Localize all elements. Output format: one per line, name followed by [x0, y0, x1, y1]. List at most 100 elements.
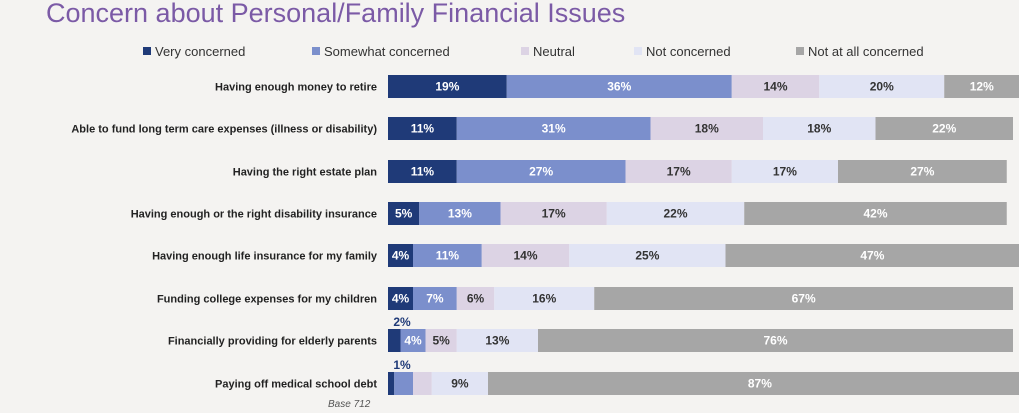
bar-segment [731, 160, 838, 183]
bar-segment [456, 160, 626, 183]
category-label: Paying off medical school debt [215, 379, 377, 391]
legend-swatch [521, 47, 529, 55]
data-label: 76% [763, 334, 787, 348]
data-label: 4% [404, 334, 422, 348]
bar-segment [594, 287, 1013, 310]
bar-segment [488, 372, 1019, 395]
data-label: 20% [870, 80, 894, 94]
data-label: 13% [448, 207, 472, 221]
legend-swatch [634, 47, 642, 55]
bar-segment [388, 202, 420, 225]
bar-segment [425, 329, 457, 352]
bar-segment [725, 244, 1019, 267]
data-label: 17% [542, 207, 566, 221]
data-label: 13% [485, 334, 509, 348]
base-note: Base 712 [328, 399, 371, 410]
chart-title: Concern about Personal/Family Financial … [46, 0, 626, 28]
legend-item-not-concerned: Not concerned [634, 44, 731, 59]
data-label: 11% [411, 165, 435, 179]
category-label: Having enough or the right disability in… [131, 209, 377, 221]
bar-segment [494, 287, 595, 310]
legend-item-somewhat-concerned: Somewhat concerned [312, 44, 450, 59]
bar-segment [506, 75, 732, 98]
data-label: 36% [607, 80, 631, 94]
bar-segment [388, 287, 413, 310]
category-label: Funding college expenses for my children [157, 294, 377, 306]
legend-swatch [796, 47, 804, 55]
bar-segment [394, 372, 413, 395]
bar-segment [875, 117, 1013, 140]
category-label: Financially providing for elderly parent… [168, 336, 377, 348]
data-label: 17% [667, 165, 691, 179]
bar-segment [431, 372, 488, 395]
legend-item-neutral: Neutral [521, 44, 575, 59]
data-label: 47% [860, 249, 884, 263]
category-label: Having the right estate plan [233, 167, 378, 179]
legend-label: Somewhat concerned [324, 44, 450, 59]
bar-segment [569, 244, 726, 267]
data-label: 5% [432, 334, 450, 348]
data-label: 27% [529, 165, 553, 179]
bar-segment [538, 329, 1013, 352]
category-label: Able to fund long term care expenses (il… [71, 124, 377, 136]
data-label: 9% [451, 377, 469, 391]
bar-segment [763, 117, 876, 140]
bar-segment [413, 244, 482, 267]
bar-segment [400, 329, 426, 352]
data-label: 14% [513, 249, 537, 263]
legend-label: Not at all concerned [808, 44, 924, 59]
data-label: 18% [807, 122, 831, 136]
data-label: 16% [532, 292, 556, 306]
bar-segment [650, 117, 763, 140]
legend-swatch [312, 47, 320, 55]
bar-segment [388, 244, 413, 267]
data-label: 2% [393, 315, 411, 329]
bar-segment [606, 202, 745, 225]
data-label: 4% [392, 249, 410, 263]
bar-segment [481, 244, 570, 267]
data-label: 4% [392, 292, 410, 306]
bar-segment [456, 117, 651, 140]
bar-segment [388, 372, 395, 395]
legend-item-very-concerned: Very concerned [143, 44, 245, 59]
bar-segment [388, 75, 507, 98]
legend-label: Not concerned [646, 44, 731, 59]
data-label: 67% [792, 292, 816, 306]
legend-label: Neutral [533, 44, 575, 59]
data-label: 5% [395, 207, 413, 221]
bar-segment [944, 75, 1019, 98]
bar-segment [838, 160, 1007, 183]
legend-item-not-at-all-concerned: Not at all concerned [796, 44, 924, 59]
data-label: 12% [970, 80, 994, 94]
data-label: 27% [910, 165, 934, 179]
data-label: 42% [863, 207, 887, 221]
bar-segment [419, 202, 501, 225]
data-label: 22% [932, 122, 956, 136]
bar-segment [456, 287, 495, 310]
bar-segment [388, 329, 401, 352]
data-label: 14% [763, 80, 787, 94]
bar-segment [388, 117, 457, 140]
bar-segment [500, 202, 607, 225]
category-label: Having enough money to retire [215, 82, 377, 94]
data-label: 17% [773, 165, 797, 179]
bar-segment [456, 329, 538, 352]
legend-swatch [143, 47, 151, 55]
data-label: 31% [542, 122, 566, 136]
data-label: 7% [426, 292, 444, 306]
legend-label: Very concerned [155, 44, 246, 59]
chart-legend: Very concerned Somewhat concerned Neutra… [0, 44, 1019, 62]
data-label: 19% [435, 80, 459, 94]
bar-segment [731, 75, 820, 98]
bar-segment [388, 160, 457, 183]
data-label: 87% [748, 377, 772, 391]
data-label: 18% [695, 122, 719, 136]
bar-segment [819, 75, 945, 98]
data-label: 11% [411, 122, 435, 136]
bar-segment [413, 287, 457, 310]
bar-segment [744, 202, 1007, 225]
bar-segment [413, 372, 432, 395]
data-label: 1% [393, 358, 411, 372]
data-label: 11% [436, 249, 460, 263]
